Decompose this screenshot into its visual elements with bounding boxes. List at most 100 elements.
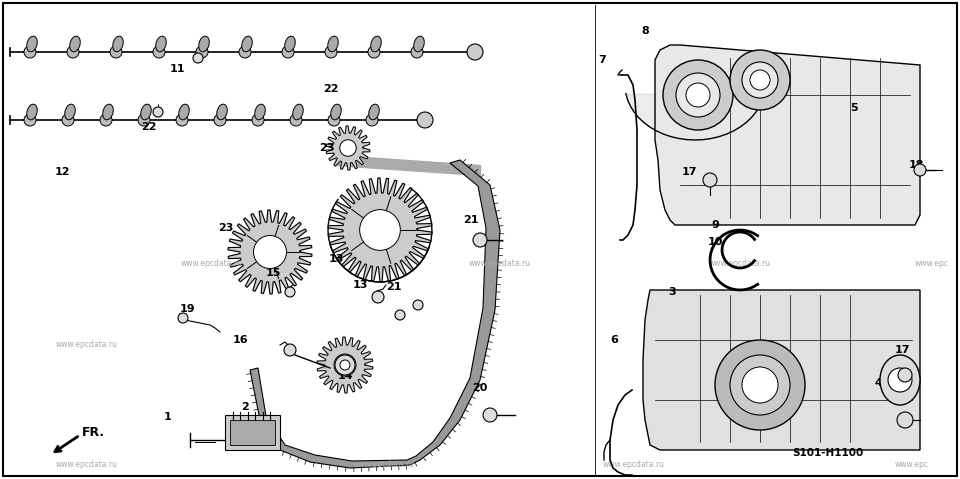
Text: 21: 21 [463, 216, 478, 225]
Text: www.epcdata.ru: www.epcdata.ru [708, 259, 770, 268]
Circle shape [742, 62, 778, 98]
Text: www.epcdata.ru: www.epcdata.ru [603, 460, 664, 469]
Ellipse shape [24, 114, 36, 126]
Ellipse shape [199, 36, 209, 52]
Ellipse shape [153, 46, 165, 58]
Circle shape [372, 291, 384, 303]
Text: 19: 19 [180, 304, 195, 314]
Ellipse shape [371, 36, 381, 52]
Text: 12: 12 [55, 168, 70, 177]
Circle shape [340, 360, 350, 370]
Text: www.epcdata.ru: www.epcdata.ru [56, 341, 117, 349]
Circle shape [730, 50, 790, 110]
Text: 22: 22 [141, 122, 156, 132]
Circle shape [897, 412, 913, 428]
Ellipse shape [290, 114, 302, 126]
Text: 23: 23 [218, 223, 233, 232]
Polygon shape [643, 290, 920, 450]
Circle shape [483, 408, 497, 422]
Text: 10: 10 [708, 237, 723, 247]
Text: 6: 6 [611, 335, 618, 345]
Circle shape [742, 367, 778, 403]
Ellipse shape [138, 114, 150, 126]
Circle shape [417, 112, 433, 128]
Ellipse shape [64, 104, 75, 120]
Circle shape [686, 83, 710, 107]
Circle shape [898, 368, 912, 382]
Circle shape [914, 164, 926, 176]
Polygon shape [317, 337, 372, 393]
Ellipse shape [179, 104, 189, 120]
Ellipse shape [293, 104, 303, 120]
Text: 16: 16 [232, 335, 248, 345]
Ellipse shape [327, 36, 338, 52]
Circle shape [730, 355, 790, 415]
Ellipse shape [369, 104, 379, 120]
Ellipse shape [217, 104, 228, 120]
Ellipse shape [67, 46, 79, 58]
Polygon shape [326, 126, 370, 170]
Ellipse shape [328, 114, 340, 126]
Ellipse shape [24, 46, 36, 58]
Text: 13: 13 [352, 280, 368, 290]
Circle shape [715, 340, 805, 430]
Ellipse shape [325, 46, 337, 58]
Polygon shape [228, 210, 312, 294]
Text: 17: 17 [895, 345, 910, 354]
Circle shape [335, 355, 355, 375]
Text: 3: 3 [668, 287, 676, 297]
Ellipse shape [414, 36, 424, 52]
Ellipse shape [112, 36, 123, 52]
Circle shape [395, 310, 405, 320]
Text: 13: 13 [328, 254, 344, 263]
Text: www.epcdata.ru: www.epcdata.ru [353, 460, 415, 469]
Circle shape [285, 287, 295, 297]
Text: 8: 8 [641, 26, 649, 36]
Circle shape [473, 233, 487, 247]
Text: www.epc: www.epc [914, 259, 948, 268]
Text: FR.: FR. [82, 425, 106, 438]
Text: 18: 18 [909, 160, 924, 170]
Circle shape [413, 300, 423, 310]
Circle shape [750, 70, 770, 90]
Circle shape [193, 53, 203, 63]
Text: 1: 1 [164, 412, 172, 422]
Ellipse shape [70, 36, 81, 52]
Bar [225, 415, 280, 450]
Ellipse shape [176, 114, 188, 126]
Text: www.epcdata.ru: www.epcdata.ru [56, 460, 117, 469]
Ellipse shape [214, 114, 226, 126]
Text: 7: 7 [598, 55, 606, 65]
Ellipse shape [282, 46, 294, 58]
Ellipse shape [27, 104, 37, 120]
Ellipse shape [156, 36, 166, 52]
Text: 22: 22 [324, 84, 339, 93]
Text: 20: 20 [472, 383, 488, 393]
Text: 11: 11 [170, 65, 185, 74]
Ellipse shape [331, 104, 341, 120]
Ellipse shape [100, 114, 112, 126]
Ellipse shape [239, 46, 251, 58]
Circle shape [676, 73, 720, 117]
Circle shape [178, 313, 188, 323]
Ellipse shape [196, 46, 208, 58]
Ellipse shape [27, 36, 37, 52]
Circle shape [663, 60, 733, 130]
Text: 15: 15 [266, 268, 281, 278]
Text: www.epcdata.ru: www.epcdata.ru [180, 259, 242, 268]
Ellipse shape [368, 46, 380, 58]
Ellipse shape [285, 36, 296, 52]
Text: 21: 21 [386, 283, 401, 292]
Ellipse shape [110, 46, 122, 58]
Polygon shape [250, 160, 500, 468]
Text: S101-H1100: S101-H1100 [792, 448, 863, 457]
Circle shape [153, 107, 163, 117]
Circle shape [888, 368, 912, 392]
Ellipse shape [242, 36, 252, 52]
Text: 2: 2 [241, 402, 249, 412]
Circle shape [340, 140, 356, 156]
Ellipse shape [366, 114, 378, 126]
Ellipse shape [252, 114, 264, 126]
Circle shape [703, 173, 717, 187]
Text: 4: 4 [875, 378, 882, 388]
